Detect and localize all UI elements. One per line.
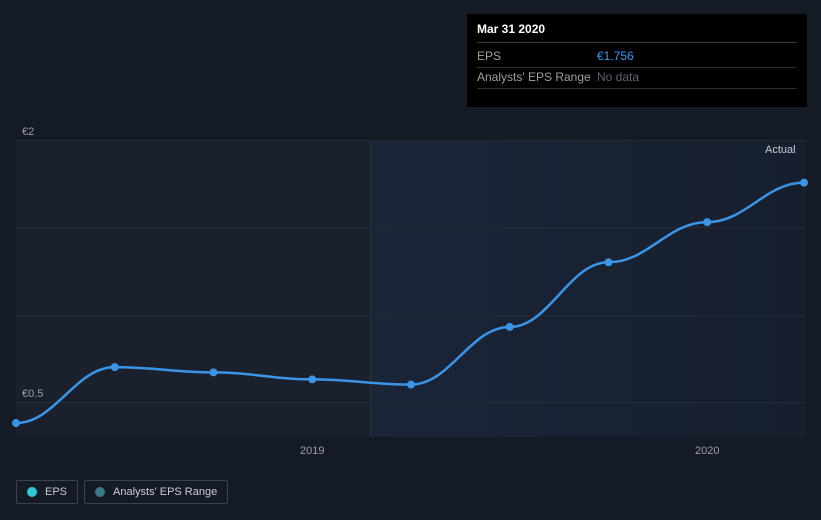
eps-chart: €0.5€2 20192020 Actual Mar 31 2020 EPS€1… (0, 0, 821, 520)
series-marker-eps[interactable] (407, 381, 415, 389)
tooltip-row-value: €1.756 (597, 49, 634, 63)
series-marker-eps[interactable] (703, 218, 711, 226)
tooltip-row-value: No data (597, 70, 639, 84)
legend-item-label: Analysts' EPS Range (113, 486, 217, 498)
legend-item-range[interactable]: Analysts' EPS Range (84, 480, 228, 504)
series-marker-eps[interactable] (800, 179, 808, 187)
legend-swatch-icon (27, 487, 37, 497)
series-marker-eps[interactable] (308, 375, 316, 383)
series-marker-eps[interactable] (605, 258, 613, 266)
tooltip-row: Analysts' EPS RangeNo data (477, 68, 797, 89)
chart-legend: EPS Analysts' EPS Range (16, 480, 228, 504)
tooltip-row-label: Analysts' EPS Range (477, 70, 597, 84)
legend-item-eps[interactable]: EPS (16, 480, 78, 504)
tooltip-title: Mar 31 2020 (477, 22, 797, 43)
tooltip-row-label: EPS (477, 49, 597, 63)
series-marker-eps[interactable] (210, 368, 218, 376)
series-marker-eps[interactable] (12, 419, 20, 427)
legend-item-label: EPS (45, 486, 67, 498)
chart-tooltip: Mar 31 2020 EPS€1.756Analysts' EPS Range… (467, 14, 807, 107)
series-marker-eps[interactable] (506, 323, 514, 331)
actual-label: Actual (765, 144, 796, 156)
legend-swatch-icon (95, 487, 105, 497)
tooltip-row: EPS€1.756 (477, 47, 797, 68)
series-marker-eps[interactable] (111, 363, 119, 371)
